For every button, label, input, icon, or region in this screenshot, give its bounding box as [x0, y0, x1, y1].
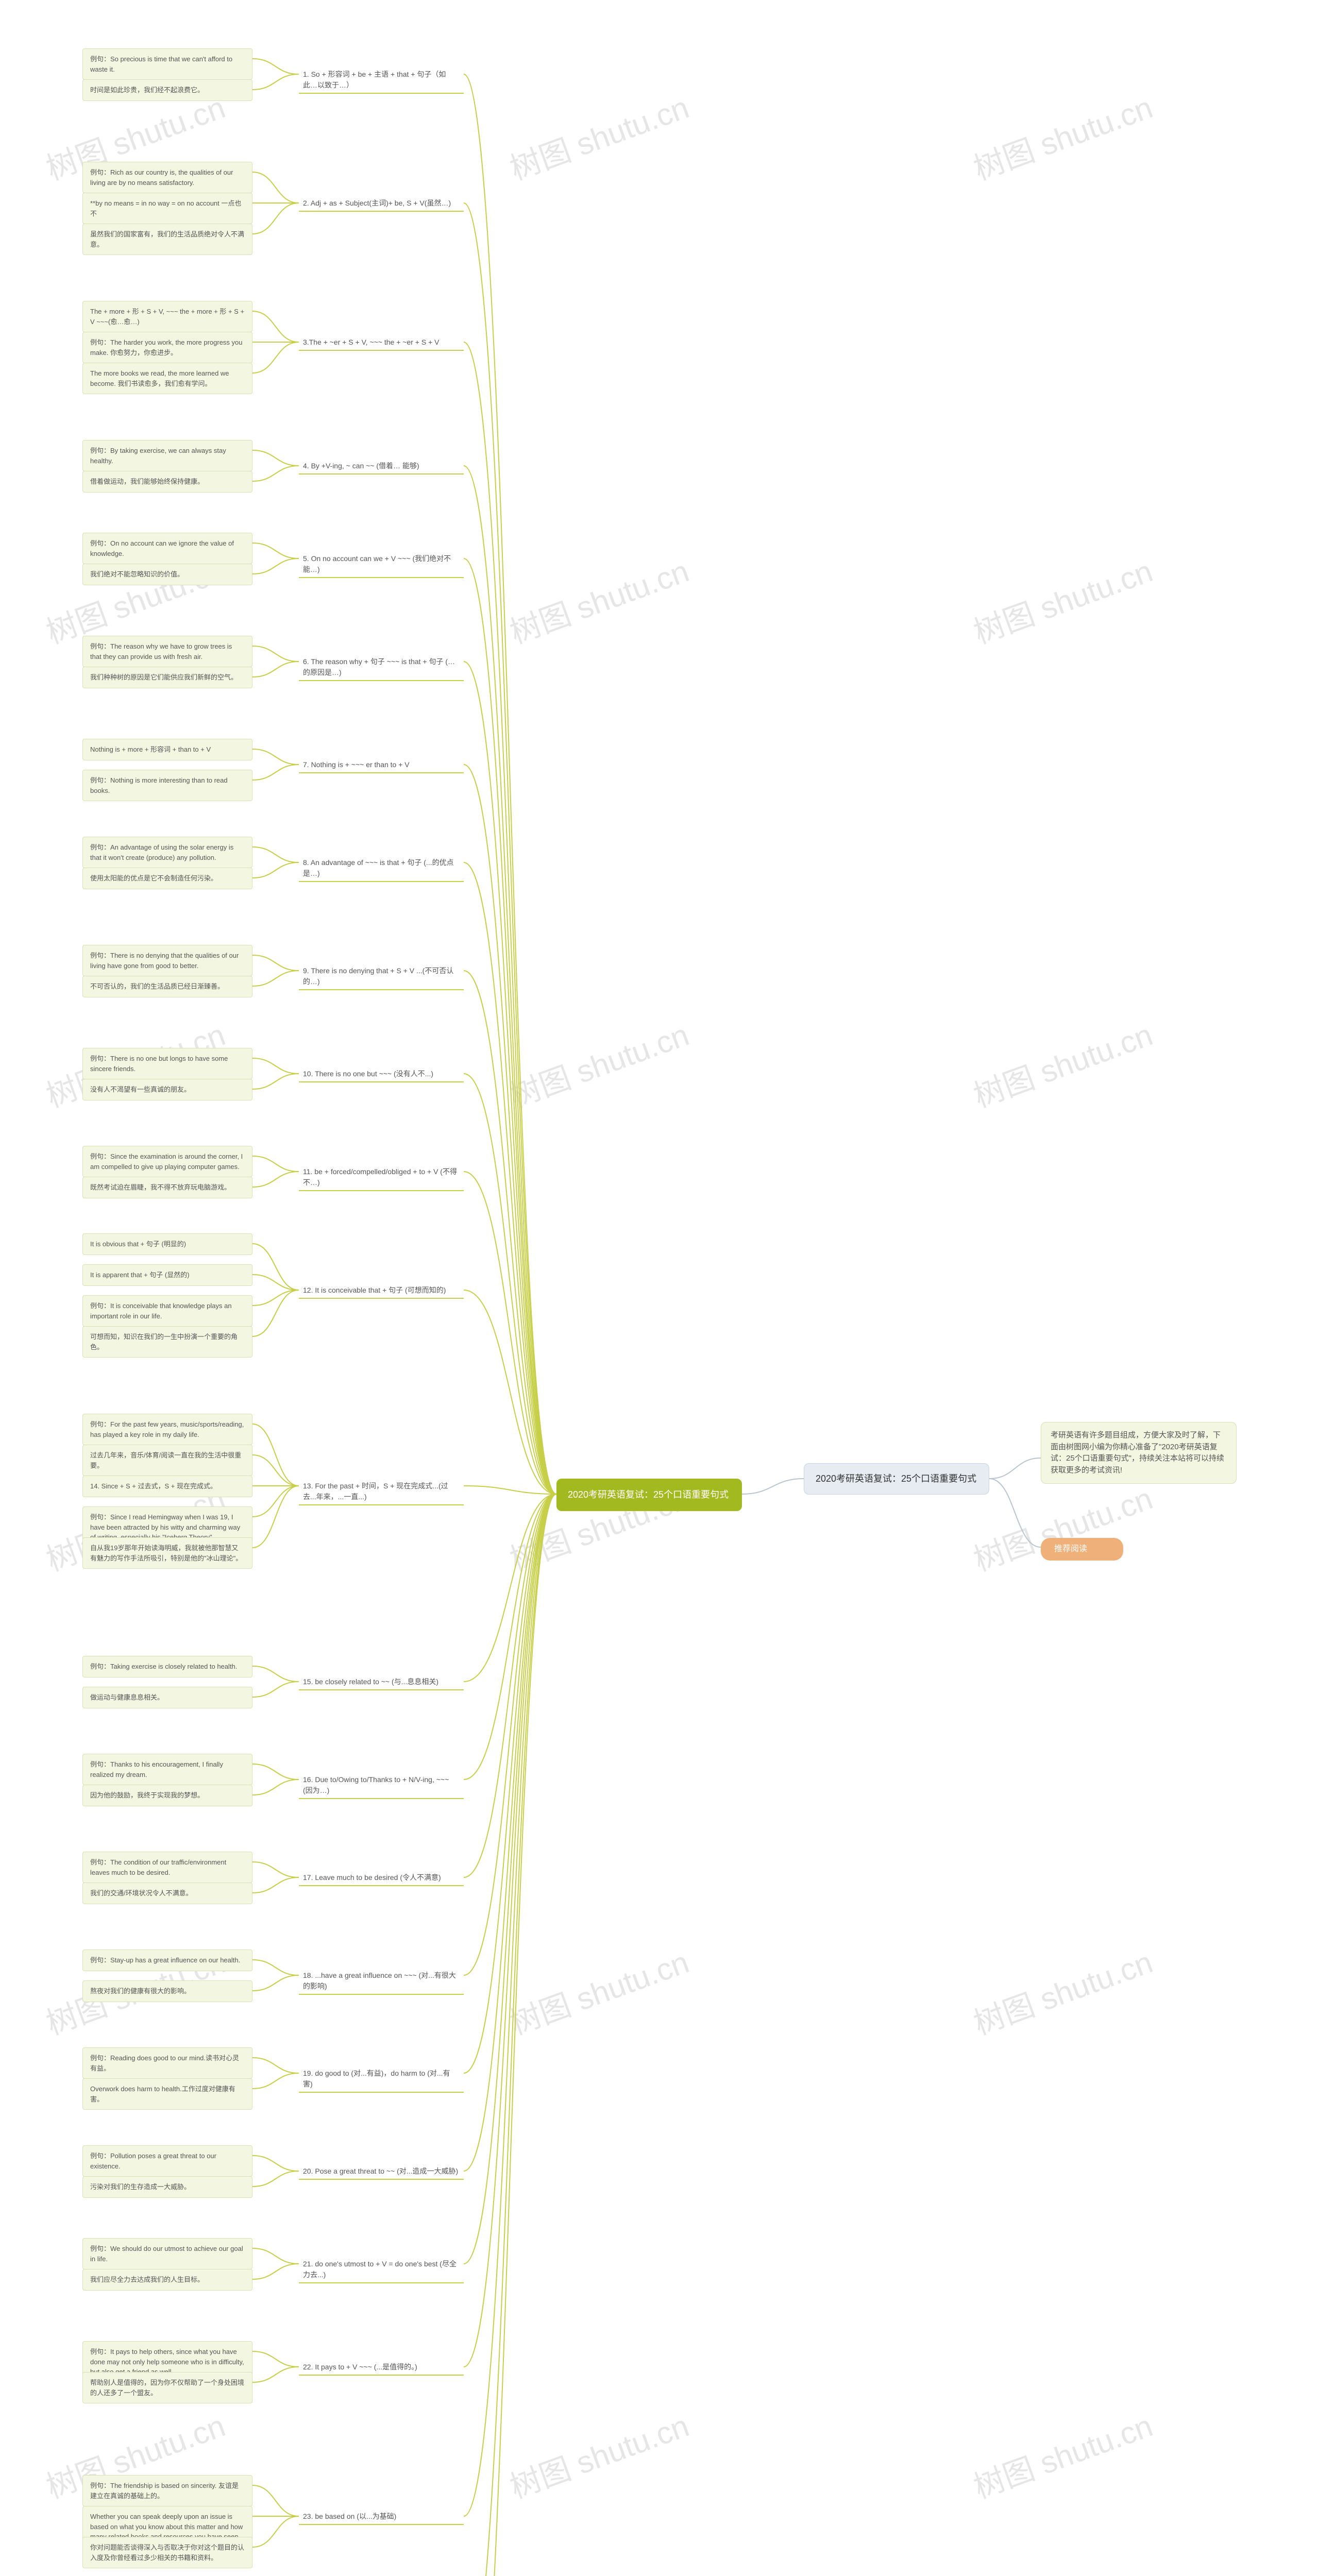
branch-b23: 23. be based on (以...为基础) — [299, 2509, 464, 2524]
watermark: 树图 shutu.cn — [967, 1010, 1158, 1116]
leaf: 时间是如此珍贵，我们经不起浪费它。 — [82, 79, 252, 101]
leaf: 例句：Thanks to his encouragement, I finall… — [82, 1754, 252, 1785]
leaf: 14. Since + S + 过去式，S + 现在完成式。 — [82, 1476, 252, 1497]
branch-b6: 6. The reason why + 句子 ~~~ is that + 句子 … — [299, 654, 464, 680]
leaf: 例句：Since the examination is around the c… — [82, 1146, 252, 1177]
leaf: 虽然我们的国家富有，我们的生活品质绝对令人不满意。 — [82, 224, 252, 255]
leaf: 自从我19岁那年开始读海明威，我就被他那智慧又有魅力的写作手法所吸引，特别是他的… — [82, 1537, 252, 1569]
leaf: 例句：Reading does good to our mind.读书对心灵有益… — [82, 2047, 252, 2079]
branch-b16: 16. Due to/Owing to/Thanks to + N/V-ing,… — [299, 1772, 464, 1798]
watermark: 树图 shutu.cn — [967, 1937, 1158, 2043]
leaf: 例句：There is no one but longs to have som… — [82, 1048, 252, 1079]
leaf: 例句：We should do our utmost to achieve ou… — [82, 2238, 252, 2269]
leaf: 因为他的鼓励，我终于实现我的梦想。 — [82, 1785, 252, 1806]
leaf: 既然考试迫在眉睫，我不得不放弃玩电脑游戏。 — [82, 1177, 252, 1198]
branch-b19: 19. do good to (对...有益)，do harm to (对...… — [299, 2066, 464, 2092]
leaf: 没有人不渴望有一些真诚的朋友。 — [82, 1079, 252, 1100]
branch-b7: 7. Nothing is + ~~~ er than to + V — [299, 757, 464, 772]
leaf: 例句：Pollution poses a great threat to our… — [82, 2145, 252, 2177]
branch-b17: 17. Leave much to be desired (令人不满意) — [299, 1870, 464, 1885]
leaf: 例句：For the past few years, music/sports/… — [82, 1414, 252, 1445]
leaf: Nothing is + more + 形容词 + than to + V — [82, 739, 252, 760]
leaf: 不可否认的，我们的生活品质已经日渐臻善。 — [82, 976, 252, 997]
leaf: The + more + 形 + S + V, ~~~ the + more +… — [82, 301, 252, 332]
leaf: 熬夜对我们的健康有很大的影响。 — [82, 1980, 252, 2002]
branch-b15: 15. be closely related to ~~ (与...息息相关) — [299, 1674, 464, 1689]
root-node: 2020考研英语复试：25个口语重要句式 — [556, 1479, 742, 1511]
branch-b10: 10. There is no one but ~~~ (没有人不...) — [299, 1066, 464, 1081]
leaf: 可想而知，知识在我们的一生中扮演一个重要的角色。 — [82, 1326, 252, 1358]
leaf: 你对问题能否谈得深入与否取决于你对这个题目的认入度及你曾经看过多少相关的书籍和资… — [82, 2537, 252, 2568]
leaf: The more books we read, the more learned… — [82, 363, 252, 394]
leaf: 我们绝对不能忽略知识的价值。 — [82, 564, 252, 585]
leaf: 帮助别人是值得的，因为你不仅帮助了一个身处困境的人还多了一个盟友。 — [82, 2372, 252, 2403]
leaf: 例句：On no account can we ignore the value… — [82, 533, 252, 564]
leaf: 例句：It is conceivable that knowledge play… — [82, 1295, 252, 1327]
branch-b1: 1. So + 形容词 + be + 主语 + that + 句子（如此…以致于… — [299, 67, 464, 93]
leaf: 做运动与健康息息相关。 — [82, 1687, 252, 1708]
leaf: 例句：The condition of our traffic/environm… — [82, 1852, 252, 1883]
branch-b18: 18. ...have a great influence on ~~~ (对.… — [299, 1968, 464, 1994]
leaf: 例句：Stay-up has a great influence on our … — [82, 1950, 252, 1971]
leaf: 我们种种树的原因是它们能供应我们新鲜的空气。 — [82, 667, 252, 688]
watermark: 树图 shutu.cn — [503, 2401, 694, 2507]
watermark: 树图 shutu.cn — [967, 82, 1158, 189]
leaf: 我们的交通/环境状况令人不满意。 — [82, 1883, 252, 1904]
leaf: 污染对我们的生存造成一大威胁。 — [82, 2176, 252, 2198]
watermark: 树图 shutu.cn — [967, 1473, 1158, 1580]
leaf: 例句：By taking exercise, we can always sta… — [82, 440, 252, 471]
leaf: 我们应尽全力去达成我们的人生目标。 — [82, 2269, 252, 2291]
branch-b12: 12. It is conceivable that + 句子 (可想而知的) — [299, 1283, 464, 1298]
recommend-button[interactable]: 推荐阅读 — [1041, 1538, 1123, 1561]
leaf: 例句：The friendship is based on sincerity.… — [82, 2475, 252, 2506]
leaf: 例句：The reason why we have to grow trees … — [82, 636, 252, 667]
leaf: 例句：An advantage of using the solar energ… — [82, 837, 252, 868]
leaf: 例句：Rich as our country is, the qualities… — [82, 162, 252, 193]
branch-b3: 3.The + ~er + S + V, ~~~ the + ~er + S +… — [299, 335, 464, 350]
watermark: 树图 shutu.cn — [503, 1937, 694, 2043]
leaf: 借着做运动，我们能够始终保持健康。 — [82, 471, 252, 493]
leaf: It is obvious that + 句子 (明显的) — [82, 1233, 252, 1255]
leaf: 例句：Nothing is more interesting than to r… — [82, 770, 252, 801]
leaf: 使用太阳能的优点是它不会制造任何污染。 — [82, 868, 252, 889]
branch-b2: 2. Adj + as + Subject(主词)+ be, S + V(虽然…… — [299, 196, 464, 211]
branch-b9: 9. There is no denying that + S + V ...(… — [299, 963, 464, 989]
branch-b21: 21. do one's utmost to + V = do one's be… — [299, 2257, 464, 2282]
leaf: **by no means = in no way = on no accoun… — [82, 193, 252, 224]
branch-b11: 11. be + forced/compelled/obliged + to +… — [299, 1164, 464, 1190]
branch-b4: 4. By +V-ing, ~ can ~~ (借着… 能够) — [299, 459, 464, 473]
watermark: 树图 shutu.cn — [967, 546, 1158, 652]
leaf: 例句：Taking exercise is closely related to… — [82, 1656, 252, 1677]
branch-b8: 8. An advantage of ~~~ is that + 句子 (...… — [299, 855, 464, 881]
leaf: 过去几年来，音乐/体育/阅读一直在我的生活中很重要。 — [82, 1445, 252, 1476]
leaf: 例句：So precious is time that we can't aff… — [82, 48, 252, 80]
leaf: 例句：There is no denying that the qualitie… — [82, 945, 252, 976]
branch-b5: 5. On no account can we + V ~~~ (我们绝对不能…… — [299, 551, 464, 577]
leaf: Overwork does harm to health.工作过度对健康有害。 — [82, 2078, 252, 2110]
watermark: 树图 shutu.cn — [503, 1010, 694, 1116]
watermark: 树图 shutu.cn — [503, 546, 694, 652]
watermark: 树图 shutu.cn — [503, 82, 694, 189]
title-node: 2020考研英语复试：25个口语重要句式 — [804, 1463, 989, 1495]
watermark: 树图 shutu.cn — [967, 2401, 1158, 2507]
description-node: 考研英语有许多题目组成，方便大家及时了解，下面由树图网小编为你精心准备了"202… — [1041, 1422, 1237, 1484]
branch-b13: 13. For the past + 时间，S + 现在完成式...(过去...… — [299, 1479, 464, 1504]
branch-b20: 20. Pose a great threat to ~~ (对...造成一大威… — [299, 2164, 464, 2179]
leaf: It is apparent that + 句子 (显然的) — [82, 1264, 252, 1286]
leaf: 例句：The harder you work, the more progres… — [82, 332, 252, 363]
branch-b22: 22. It pays to + V ~~~ (...是值得的。) — [299, 2360, 464, 2375]
